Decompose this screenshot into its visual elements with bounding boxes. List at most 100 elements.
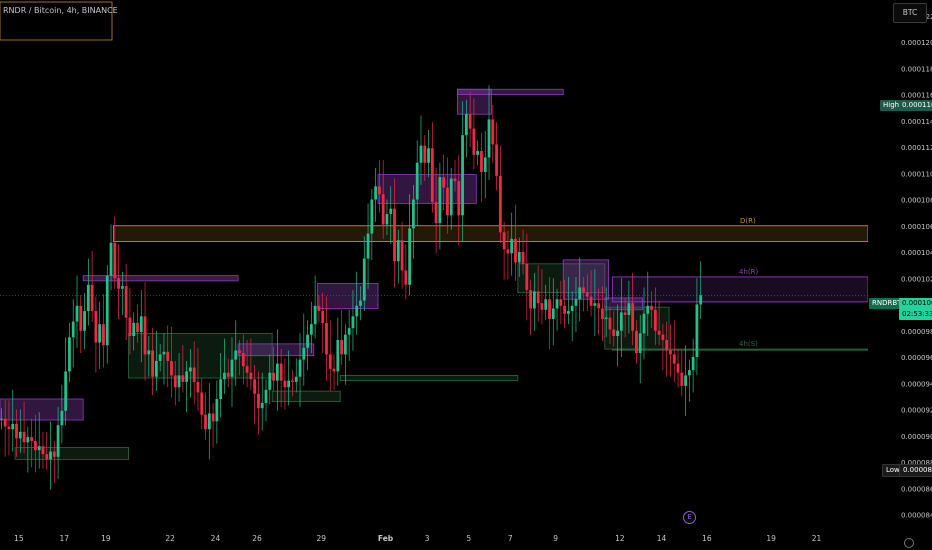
candle-body — [457, 181, 461, 216]
candle-body — [483, 157, 487, 172]
candle-body — [181, 375, 185, 382]
candle-body — [268, 372, 272, 390]
candle-body — [638, 333, 642, 354]
zone-green — [271, 390, 341, 403]
candle-body — [340, 339, 343, 355]
candle-body — [275, 363, 279, 381]
candle-body — [476, 150, 480, 155]
candle-body — [136, 322, 139, 333]
candle-body — [695, 304, 699, 357]
candle-body — [37, 446, 41, 451]
candle-body — [396, 240, 400, 262]
zone-purple — [237, 343, 315, 357]
candle-body — [434, 202, 438, 224]
candle-body — [635, 330, 638, 354]
candle-body — [597, 303, 601, 309]
price-tick-label: 0.0000860 — [901, 485, 932, 493]
candle-body — [525, 263, 529, 291]
candle-body — [124, 286, 128, 318]
event-badge-icon[interactable]: E — [683, 511, 696, 524]
time-tick-label: 24 — [211, 534, 221, 543]
candle-body — [234, 350, 238, 360]
price-tick-label: 0.0000880 — [901, 459, 932, 467]
candle-body — [415, 162, 419, 200]
price-axis-bg — [868, 0, 932, 550]
time-tick-label: 21 — [812, 534, 822, 543]
candle-body — [461, 135, 464, 216]
candle-body — [680, 372, 684, 386]
candle-body — [154, 360, 158, 377]
zone-green — [517, 263, 606, 294]
time-axis[interactable]: 15 17 19 22 24 26 29 Feb 3 5 7 9 12 14 16 19 21 — [14, 534, 821, 543]
time-tick-label: 17 — [59, 534, 69, 543]
candle-body — [468, 114, 472, 129]
candle-body — [249, 372, 253, 380]
time-tick-label: 16 — [702, 534, 712, 543]
level-label: 4h(R) — [739, 268, 758, 276]
candle-body — [287, 380, 291, 388]
candle-body — [548, 299, 551, 319]
candle-body — [563, 305, 567, 314]
candle-body — [585, 292, 589, 297]
price-axis[interactable]: 0.00012200.00012000.00011800.00011600.00… — [868, 0, 932, 550]
candle-body — [604, 317, 608, 319]
candle-body — [71, 321, 75, 338]
zone-green — [14, 447, 129, 460]
candle-body — [230, 359, 234, 377]
candle-body — [691, 357, 695, 371]
currency-label[interactable]: BTC — [893, 3, 927, 23]
settings-gear-icon[interactable] — [904, 538, 914, 548]
candle-body — [601, 308, 604, 319]
price-tick-label: 0.0000920 — [901, 407, 932, 415]
candle-body — [298, 359, 302, 377]
level-zone — [611, 276, 869, 303]
candle-body — [56, 425, 60, 457]
candle-body — [226, 372, 230, 377]
candle-body — [619, 312, 623, 331]
candle-body — [279, 363, 283, 381]
candle-body — [570, 305, 574, 312]
candle-body — [631, 303, 635, 331]
candle-body — [151, 350, 154, 377]
candle-body — [551, 308, 555, 319]
candle-body — [283, 380, 287, 388]
candle-body — [128, 317, 132, 336]
candle-body — [423, 145, 427, 163]
candle-body — [219, 379, 223, 399]
price-tick-label: 0.0001180 — [901, 65, 932, 73]
price-tick-label: 0.0000900 — [901, 433, 932, 441]
candle-body — [162, 351, 166, 355]
candle-body — [132, 322, 136, 336]
candle-body — [18, 431, 22, 439]
time-tick-label: 26 — [252, 534, 262, 543]
price-tick-label: 0.0000840 — [901, 512, 932, 520]
candle-body — [517, 252, 521, 263]
price-tick-label: 0.0001040 — [901, 249, 932, 257]
candle-body — [204, 414, 207, 430]
candle-body — [374, 186, 378, 200]
candle-body — [608, 317, 612, 330]
candle-body — [294, 376, 298, 382]
candle-body — [347, 328, 351, 335]
price-tick-label: 0.0001060 — [901, 223, 932, 231]
candle-body — [15, 423, 18, 439]
time-tick-label: 5 — [466, 534, 471, 543]
candle-body — [487, 119, 491, 158]
candle-body — [404, 270, 408, 285]
candle-body — [60, 410, 64, 426]
candle-body — [438, 177, 442, 224]
candle-body — [22, 431, 26, 443]
candle-body — [650, 305, 653, 310]
candle-body — [453, 178, 457, 182]
candle-body — [185, 371, 189, 382]
time-tick-label: 22 — [165, 534, 175, 543]
candle-body — [449, 178, 453, 216]
candle-body — [672, 354, 676, 364]
candle-body — [419, 145, 423, 163]
candle-body — [669, 350, 672, 355]
candle-body — [574, 299, 578, 306]
candle-body — [612, 329, 616, 336]
candle-body — [272, 372, 275, 381]
candle-body — [412, 199, 415, 229]
